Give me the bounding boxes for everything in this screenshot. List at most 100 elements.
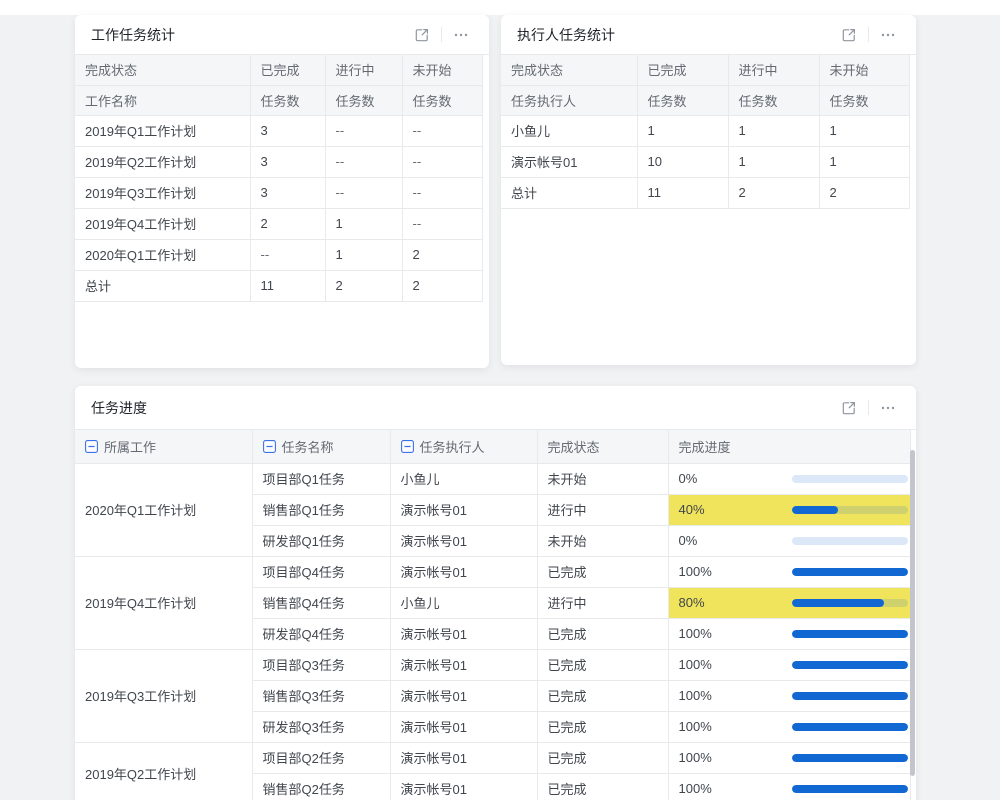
pivot-value-header: 任务数 — [819, 85, 910, 116]
panel-actions — [839, 25, 898, 45]
column-header-plain: 完成进度 — [668, 430, 911, 464]
pivot-value-header: 任务数 — [728, 85, 820, 116]
status-cell: 已完成 — [537, 680, 669, 712]
status-cell: 已完成 — [537, 773, 669, 800]
pivot-cell: -- — [402, 115, 483, 147]
expand-icon[interactable] — [412, 25, 432, 45]
panel-work-titlebar: 工作任务统计 — [75, 15, 489, 55]
table-row: 2019年Q1工作计划 3 -- -- — [75, 115, 483, 147]
table-row: 研发部Q4任务 演示帐号01 已完成 100% — [75, 618, 911, 650]
more-menu-icon[interactable] — [451, 25, 471, 45]
table-row: 演示帐号01 10 1 1 — [501, 146, 910, 178]
table-row: 销售部Q4任务 小鱼儿 进行中 80% — [75, 587, 911, 619]
table-row: 研发部Q3任务 演示帐号01 已完成 100% — [75, 711, 911, 743]
divider — [441, 27, 442, 42]
progress-percent-label: 100% — [678, 564, 712, 579]
table-row: 2019年Q3工作计划 项目部Q3任务 演示帐号01 已完成 100% — [75, 649, 911, 743]
pivot-cell: -- — [402, 177, 483, 209]
task-name-cell: 项目部Q4任务 — [252, 556, 391, 588]
pivot-row-label: 2019年Q1工作计划 — [75, 115, 251, 147]
panel-exec-titlebar: 执行人任务统计 — [501, 15, 916, 55]
progress-cell: 100% — [668, 649, 911, 681]
column-header-label: 完成进度 — [678, 439, 731, 455]
pivot-cell: 11 — [637, 177, 729, 209]
progress-bar-track — [791, 598, 908, 607]
progress-cell: 100% — [668, 742, 911, 774]
table-row: 2019年Q3工作计划 3 -- -- — [75, 177, 483, 209]
executor-cell: 演示帐号01 — [390, 494, 538, 526]
progress-bar-track — [791, 691, 908, 700]
executor-cell: 演示帐号01 — [390, 525, 538, 557]
executor-cell: 小鱼儿 — [390, 587, 538, 619]
progress-bar-fill — [791, 691, 908, 700]
progress-cell: 100% — [668, 618, 911, 650]
panel-actions — [839, 398, 898, 418]
pivot-cell: 3 — [250, 146, 326, 178]
executor-cell: 演示帐号01 — [390, 556, 538, 588]
table-row: 销售部Q1任务 演示帐号01 进行中 40% — [75, 494, 911, 526]
status-cell: 已完成 — [537, 649, 669, 681]
executor-cell: 演示帐号01 — [390, 711, 538, 743]
group-work-label: 2020年Q1工作计划 — [75, 463, 253, 557]
table-row: 总计 11 2 2 — [501, 177, 910, 209]
pivot-cell: 3 — [250, 177, 326, 209]
expand-icon[interactable] — [839, 25, 859, 45]
task-name-cell: 研发部Q1任务 — [252, 525, 391, 557]
pivot-cell: -- — [325, 146, 403, 178]
executor-stats-table: 完成状态 已完成 进行中 未开始 任务执行人 任务数 任务数 任务数 小鱼儿 1 1 1 演示帐号01 1… — [501, 55, 910, 209]
progress-bar-track — [791, 536, 908, 545]
progress-cell: 100% — [668, 773, 911, 800]
more-menu-icon[interactable] — [878, 398, 898, 418]
task-name-cell: 销售部Q4任务 — [252, 587, 391, 619]
collapse-minus-icon[interactable] — [400, 439, 414, 453]
pivot-cell: 1 — [728, 115, 820, 147]
column-header-collapsible: 任务名称 — [252, 430, 391, 464]
column-header-label: 完成状态 — [547, 439, 600, 455]
progress-bar-fill — [791, 722, 908, 731]
pivot-cell: 1 — [819, 115, 910, 147]
pivot-cell: -- — [402, 208, 483, 240]
progress-cell: 0% — [668, 525, 911, 557]
column-header-plain: 完成状态 — [537, 430, 669, 464]
task-name-cell: 研发部Q3任务 — [252, 711, 391, 743]
table-row: 2019年Q2工作计划 项目部Q2任务 演示帐号01 已完成 100% — [75, 742, 911, 800]
work-stats-table: 完成状态 已完成 进行中 未开始 工作名称 任务数 任务数 任务数 2019年Q1工作计划 3 --… — [75, 55, 483, 302]
executor-cell: 演示帐号01 — [390, 649, 538, 681]
page-title-work-stats: 工作任务统计 — [91, 26, 175, 43]
table-row: 研发部Q1任务 演示帐号01 未开始 0% — [75, 525, 911, 557]
panel-actions — [412, 25, 471, 45]
executor-cell: 演示帐号01 — [390, 773, 538, 800]
pivot-row-label: 小鱼儿 — [501, 115, 638, 147]
task-name-cell: 销售部Q2任务 — [252, 773, 391, 800]
pivot-row-label: 2019年Q3工作计划 — [75, 177, 251, 209]
group-work-label: 2019年Q4工作计划 — [75, 556, 253, 650]
pivot-value-header: 已完成 — [637, 55, 729, 86]
collapse-minus-icon[interactable] — [85, 439, 98, 453]
progress-bar-track — [791, 753, 908, 762]
pivot-cell: 3 — [250, 115, 326, 147]
progress-percent-label: 100% — [678, 750, 712, 765]
task-name-cell: 销售部Q3任务 — [252, 680, 391, 712]
top-strip — [0, 0, 1000, 15]
more-menu-icon[interactable] — [878, 25, 898, 45]
divider — [868, 27, 869, 42]
progress-bar-fill — [791, 505, 838, 514]
executor-cell: 演示帐号01 — [390, 618, 538, 650]
pivot-cell: 10 — [637, 146, 729, 178]
pivot-value-header: 进行中 — [325, 55, 403, 86]
table-row: 总计 11 2 2 — [75, 270, 483, 302]
pivot-cell: 2 — [402, 239, 483, 271]
expand-icon[interactable] — [839, 398, 859, 418]
pivot-dimension-header: 完成状态 — [501, 55, 638, 86]
pivot-cell: 11 — [250, 270, 326, 302]
collapse-minus-icon[interactable] — [262, 439, 276, 453]
column-header-label: 所属工作 — [104, 439, 157, 455]
progress-bar-track — [791, 660, 908, 669]
pivot-value-header: 任务数 — [250, 85, 326, 116]
status-cell: 已完成 — [537, 711, 669, 743]
pivot-cell: 2 — [728, 177, 820, 209]
vertical-scrollbar-thumb[interactable] — [910, 450, 915, 776]
executor-cell: 演示帐号01 — [390, 680, 538, 712]
progress-percent-label: 0% — [678, 533, 698, 548]
pivot-value-header: 任务数 — [325, 85, 403, 116]
